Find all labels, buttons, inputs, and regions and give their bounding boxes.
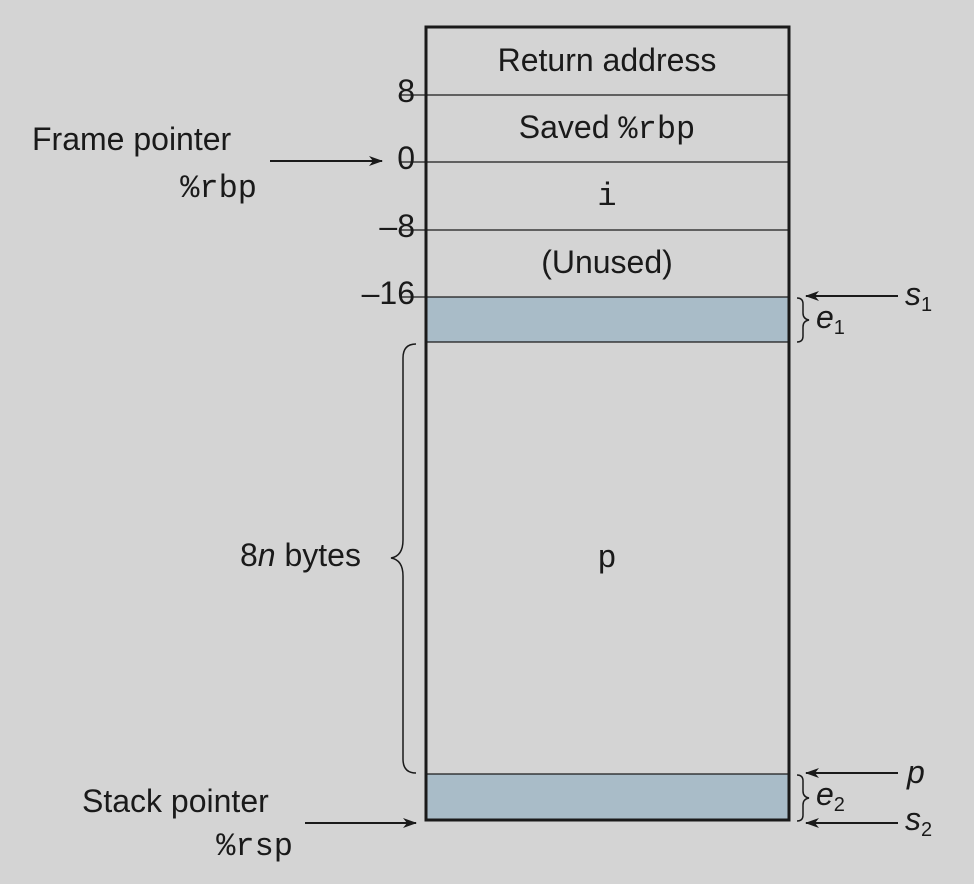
e1-brace (796, 297, 810, 343)
size-label: 8n bytes (240, 537, 361, 573)
frame-outline (424, 25, 791, 822)
frame-pointer-label: Frame pointer (32, 121, 232, 157)
cell-array-p: p (597, 540, 617, 577)
cell-return-address: Return address (497, 42, 717, 78)
e2-label: e2 (816, 776, 845, 816)
frame-pointer-reg: %rbp (180, 170, 257, 207)
e2-brace (796, 774, 810, 822)
stack-pointer-label: Stack pointer (82, 783, 269, 819)
offset-minus16: –16 (361, 275, 415, 311)
offset-8: 8 (397, 73, 415, 109)
p-label: p (907, 754, 925, 790)
cell-var-i: i (597, 178, 617, 215)
e1-label: e1 (816, 299, 845, 339)
s1-label: s1 (905, 276, 933, 316)
cell-unused: (Unused) (541, 244, 673, 280)
pad-top-fill (426, 297, 789, 342)
offset-minus8: –8 (379, 208, 415, 244)
stack-pointer-reg: %rsp (216, 828, 293, 865)
size-brace (390, 343, 417, 774)
offset-0: 0 (397, 140, 415, 176)
cell-saved-rbp: Saved %rbp (518, 109, 696, 148)
s2-label: s2 (905, 801, 933, 841)
pad-bottom-fill (426, 774, 789, 820)
